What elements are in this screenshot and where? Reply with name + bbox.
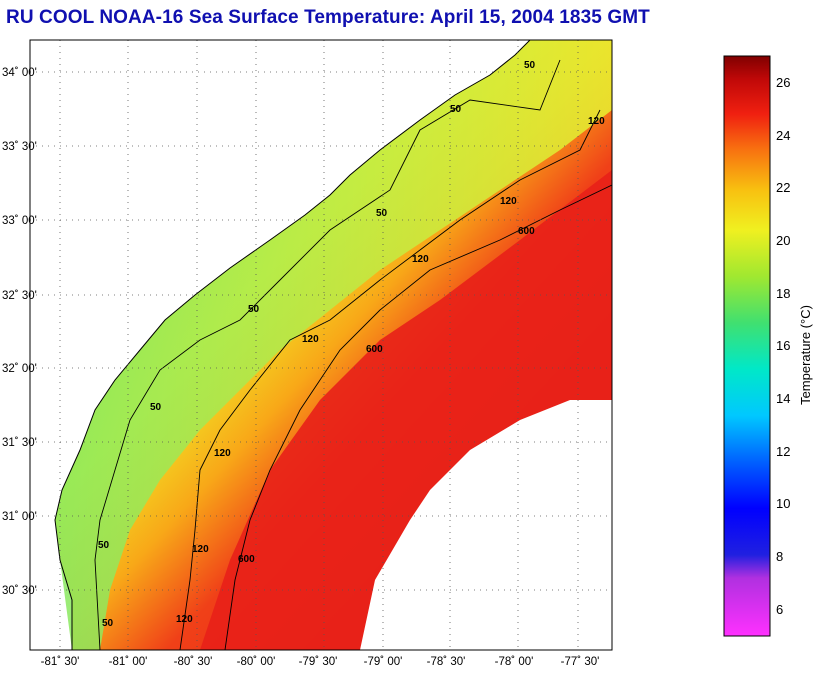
- colorbar-tick-label: 10: [776, 496, 790, 511]
- isobath-600m: [224, 184, 612, 650]
- colorbar-tick-label: 12: [776, 444, 790, 459]
- sst-map: 50 50 50 50 50 50 50 120 120 120 120 120…: [30, 40, 612, 650]
- map-frame: [29, 39, 613, 651]
- contour-label: 120: [500, 196, 517, 207]
- colorbar-title: Temperature (°C): [798, 305, 813, 405]
- cloud-mask: [360, 400, 612, 650]
- colorbar-ticks: 26 24 22 20 18 16 14 12 10 8 6: [776, 75, 790, 617]
- longitude-label: -80˚ 30': [174, 656, 213, 668]
- latitude-label: 33˚ 00': [2, 215, 37, 227]
- contour-label: 120: [302, 334, 319, 345]
- colorbar-tick-label: 16: [776, 338, 790, 353]
- contour-label: 50: [150, 402, 162, 413]
- longitude-label: -77˚ 30': [561, 656, 600, 668]
- colorbar-tick-label: 8: [776, 549, 783, 564]
- isobath-50m: [94, 59, 561, 650]
- latitude-label: 31˚ 30': [2, 437, 37, 449]
- page-title: RU COOL NOAA-16 Sea Surface Temperature:…: [6, 7, 650, 28]
- coastline: [54, 40, 531, 650]
- contour-label: 50: [98, 540, 110, 551]
- contour-label: 600: [366, 344, 383, 355]
- contour-label: 50: [524, 60, 536, 71]
- isobath-120m: [179, 109, 601, 650]
- colorbar-tick-label: 14: [776, 391, 790, 406]
- contour-label: 600: [518, 226, 535, 237]
- contour-labels: 50 50 50 50 50 50 50 120 120 120 120 120…: [98, 60, 605, 629]
- graticule: [30, 40, 612, 650]
- longitude-label: -79˚ 00': [364, 656, 403, 668]
- longitude-label: -79˚ 30': [299, 656, 338, 668]
- longitude-label: -81˚ 00': [109, 656, 148, 668]
- longitude-label: -78˚ 00': [495, 656, 534, 668]
- longitude-label: -78˚ 30': [427, 656, 466, 668]
- latitude-label: 32˚ 00': [2, 363, 37, 375]
- colorbar-tick-label: 20: [776, 233, 790, 248]
- latitude-label: 31˚ 00': [2, 511, 37, 523]
- colorbar-tick-label: 22: [776, 180, 790, 195]
- contour-label: 120: [588, 116, 605, 127]
- longitude-axis: -81˚ 30' -81˚ 00' -80˚ 30' -80˚ 00' -79˚…: [41, 656, 600, 668]
- contour-label: 50: [102, 618, 114, 629]
- latitude-label: 30˚ 30': [2, 585, 37, 597]
- contour-label: 50: [376, 208, 388, 219]
- contour-label: 120: [214, 448, 231, 459]
- contour-label: 50: [450, 104, 462, 115]
- nearshore-cool-band: [55, 40, 612, 650]
- colorbar-tick-label: 18: [776, 286, 790, 301]
- longitude-label: -80˚ 00': [237, 656, 276, 668]
- colorbar: 26 24 22 20 18 16 14 12 10 8 6 Temperatu…: [723, 55, 813, 637]
- colorbar-tick-label: 26: [776, 75, 790, 90]
- contour-label: 50: [248, 304, 260, 315]
- colorbar-scale: [723, 55, 771, 637]
- latitude-label: 33˚ 30': [2, 141, 37, 153]
- latitude-label: 34˚ 00': [2, 67, 37, 79]
- latitude-label: 32˚ 30': [2, 290, 37, 302]
- contour-label: 120: [192, 544, 209, 555]
- contour-label: 600: [238, 554, 255, 565]
- longitude-label: -81˚ 30': [41, 656, 80, 668]
- colorbar-tick-label: 24: [776, 128, 790, 143]
- colorbar-tick-label: 6: [776, 602, 783, 617]
- contour-label: 120: [412, 254, 429, 265]
- latitude-axis: 34˚ 00' 33˚ 30' 33˚ 00' 32˚ 30' 32˚ 00' …: [2, 67, 37, 597]
- contour-label: 120: [176, 614, 193, 625]
